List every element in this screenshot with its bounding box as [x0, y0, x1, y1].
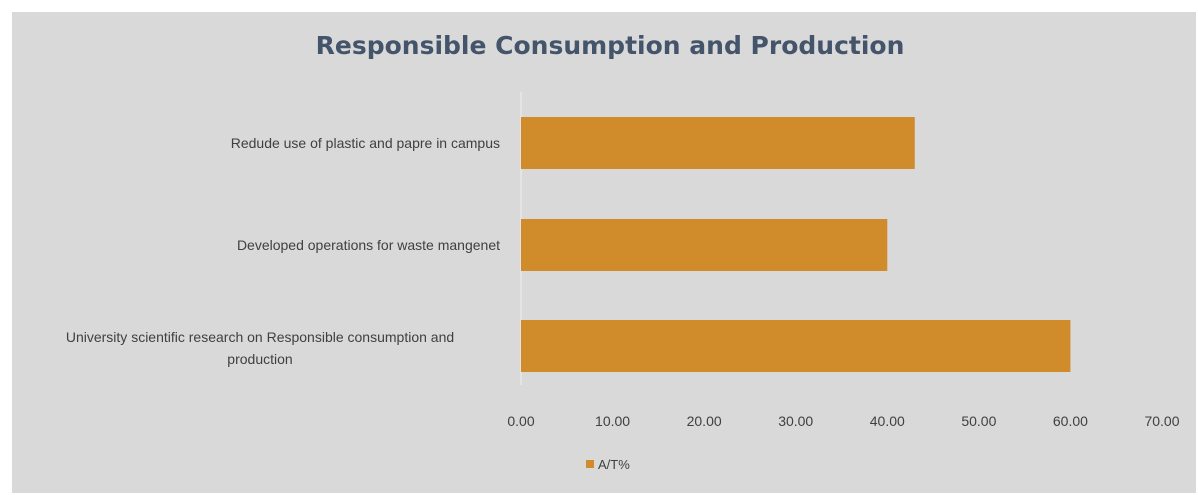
bar-3: [521, 320, 1071, 372]
category-labels: Redude use of plastic and papre in campu…: [66, 135, 500, 367]
bar-1: [521, 117, 915, 169]
category-label-2: Developed operations for waste mangenet: [237, 237, 500, 253]
x-tick-label-8: 70.00: [1144, 413, 1179, 429]
x-tick-label-5: 40.00: [870, 413, 905, 429]
x-tick-label-7: 60.00: [1053, 413, 1088, 429]
x-axis-tick-labels: 0.00 10.00 20.00 30.00 40.00 50.00 60.00 70.00: [507, 413, 1179, 429]
x-tick-label-2: 10.00: [595, 413, 630, 429]
bars: [521, 117, 1071, 372]
x-tick-label-4: 30.00: [778, 413, 813, 429]
x-tick-label-6: 50.00: [961, 413, 996, 429]
chart-title: Responsible Consumption and Production: [316, 31, 905, 60]
category-label-3: University scientific research on Respon…: [66, 329, 454, 367]
x-tick-label-1: 0.00: [507, 413, 534, 429]
bar-2: [521, 219, 888, 271]
legend-label: A/T%: [598, 457, 630, 472]
x-tick-label-3: 20.00: [687, 413, 722, 429]
legend-swatch: [586, 460, 594, 468]
legend: A/T%: [586, 457, 630, 472]
category-label-1: Redude use of plastic and papre in campu…: [231, 135, 500, 151]
